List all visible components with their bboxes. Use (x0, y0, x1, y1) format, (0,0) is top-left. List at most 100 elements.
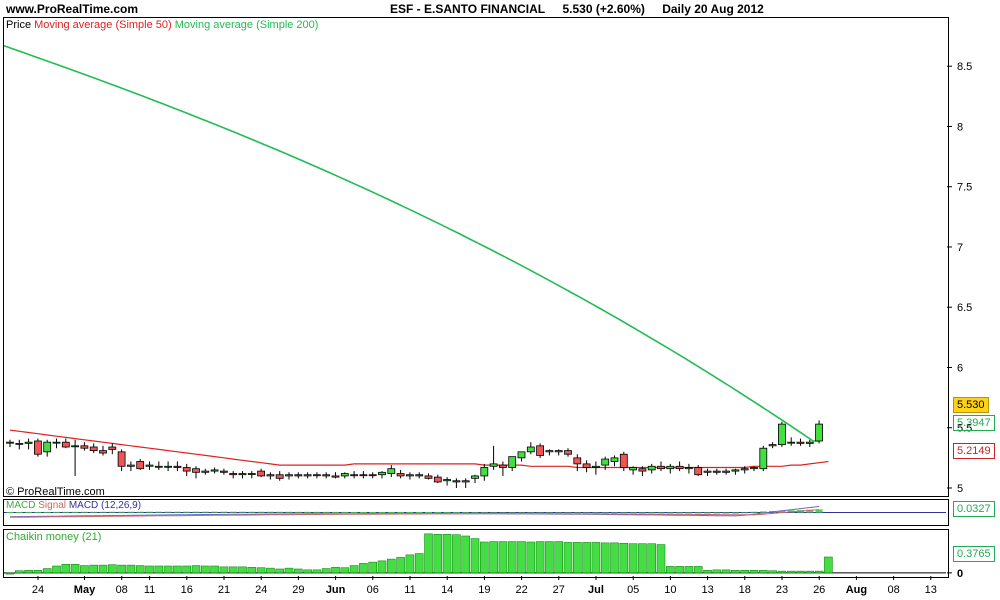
macd-hist-bar (415, 512, 423, 513)
chaikin-bar (591, 542, 601, 574)
candle-body (164, 465, 173, 468)
chaikin-bar (349, 565, 359, 574)
candle-body (675, 465, 684, 470)
chaikin-bar (693, 566, 703, 574)
macd-hist-bar (564, 512, 572, 514)
chaikin-bar (303, 569, 312, 574)
candle-body (145, 464, 154, 467)
chaikin-bar (572, 542, 582, 574)
candle-body (6, 441, 14, 444)
candle-body (712, 470, 721, 473)
macd-hist-bar (434, 512, 442, 514)
signal-line (9, 509, 820, 518)
macd-hist-bar (480, 512, 488, 514)
chaikin-bar (266, 567, 275, 574)
candle-body (173, 465, 182, 468)
chaikin-bar (731, 569, 740, 574)
macd-hist-bar (694, 512, 702, 514)
x-tick-label: 11 (144, 584, 155, 596)
candle-body (192, 468, 200, 473)
candle-body (359, 474, 368, 477)
chaikin-bar (582, 542, 591, 574)
chaikin-bar (758, 569, 768, 574)
ma50-value-tag: 5.2149 (953, 443, 995, 459)
x-tick-label: 14 (441, 584, 453, 596)
macd-hist-bar (452, 512, 460, 514)
candle-body (703, 470, 712, 473)
price-ytick-label: 5 (957, 483, 963, 495)
candle-body (694, 467, 703, 476)
candle-body (294, 474, 303, 477)
copyright: © ProRealTime.com (6, 486, 105, 498)
price-ytick-label: 7 (957, 242, 963, 254)
price-legend: Price Moving average (Simple 50) Moving … (6, 19, 318, 31)
x-tick-label: 19 (478, 584, 490, 596)
chaikin-bar (507, 541, 517, 574)
chaikin-bar (52, 565, 61, 574)
candle-body (647, 465, 656, 471)
x-tick-label: 11 (404, 584, 415, 596)
candle-body (34, 440, 42, 455)
macd-hist-bar (508, 512, 516, 514)
candle-body (43, 441, 52, 453)
macd-hist-bar (583, 512, 591, 514)
macd-hist-bar (6, 511, 14, 513)
x-tick-label: 13 (925, 584, 937, 596)
chaikin-bar (442, 533, 452, 574)
macd-hist-bar (750, 511, 758, 513)
candle-body (378, 471, 386, 476)
chaikin-bar (201, 565, 210, 574)
macd-hist-bar (183, 511, 191, 513)
chaikin-bar (600, 542, 610, 574)
chaikin-bar (108, 564, 117, 574)
candle-body (657, 465, 665, 470)
macd-hist-bar (127, 511, 135, 513)
macd-hist-bar (71, 511, 79, 513)
chaikin-bar (498, 541, 508, 574)
candle-body (536, 445, 544, 456)
chaikin-bar (535, 541, 545, 574)
macd-hist-bar (229, 511, 237, 513)
candle-body (489, 463, 498, 467)
candle-body (61, 441, 70, 448)
candle-body (750, 467, 758, 470)
chaikin-bar (377, 560, 387, 574)
macd-hist-bar (406, 512, 414, 513)
candle-body (340, 473, 349, 477)
candle-body (52, 441, 61, 444)
candle-body (740, 468, 749, 471)
candle-body (238, 473, 247, 476)
macd-hist-bar (592, 512, 600, 514)
x-tick-label: 13 (701, 584, 713, 596)
chaikin-bar (33, 569, 43, 574)
chaikin-bar (135, 565, 145, 574)
macd-hist-bar (266, 511, 274, 513)
chaikin-bar (117, 564, 126, 574)
chaikin-bar (786, 570, 796, 574)
macd-hist-bar (657, 512, 665, 514)
price-panel[interactable] (3, 17, 949, 497)
chaikin-legend: Chaikin money (21) (6, 531, 102, 543)
x-tick-label: 18 (739, 584, 751, 596)
macd-hist-bar (164, 511, 172, 513)
macd-legend: MACD Signal MACD (12,26,9) (6, 500, 141, 511)
chaikin-bar (80, 565, 89, 574)
chaikin-bar (15, 570, 24, 574)
price-ytick-label: 8.5 (957, 61, 972, 73)
macd-hist-bar (685, 512, 693, 514)
chaikin-bar (489, 541, 498, 574)
chaikin-bar (98, 564, 108, 574)
macd-hist-bar (527, 512, 535, 514)
chart-title: ESF - E.SANTO FINANCIAL 5.530 (+2.60%) D… (390, 2, 778, 16)
candle-body (498, 464, 507, 468)
x-tick-label: May (74, 584, 96, 596)
chaikin-bar (796, 570, 805, 574)
x-tick-label: 06 (367, 584, 379, 596)
candle-body (796, 441, 805, 444)
macd-hist-bar (611, 512, 618, 514)
macd-hist-bar (601, 512, 609, 514)
chaikin-bar (312, 569, 322, 574)
macd-hist-bar (815, 509, 823, 513)
price-ytick-label: 8 (957, 121, 963, 133)
macd-hist-bar (248, 511, 256, 513)
